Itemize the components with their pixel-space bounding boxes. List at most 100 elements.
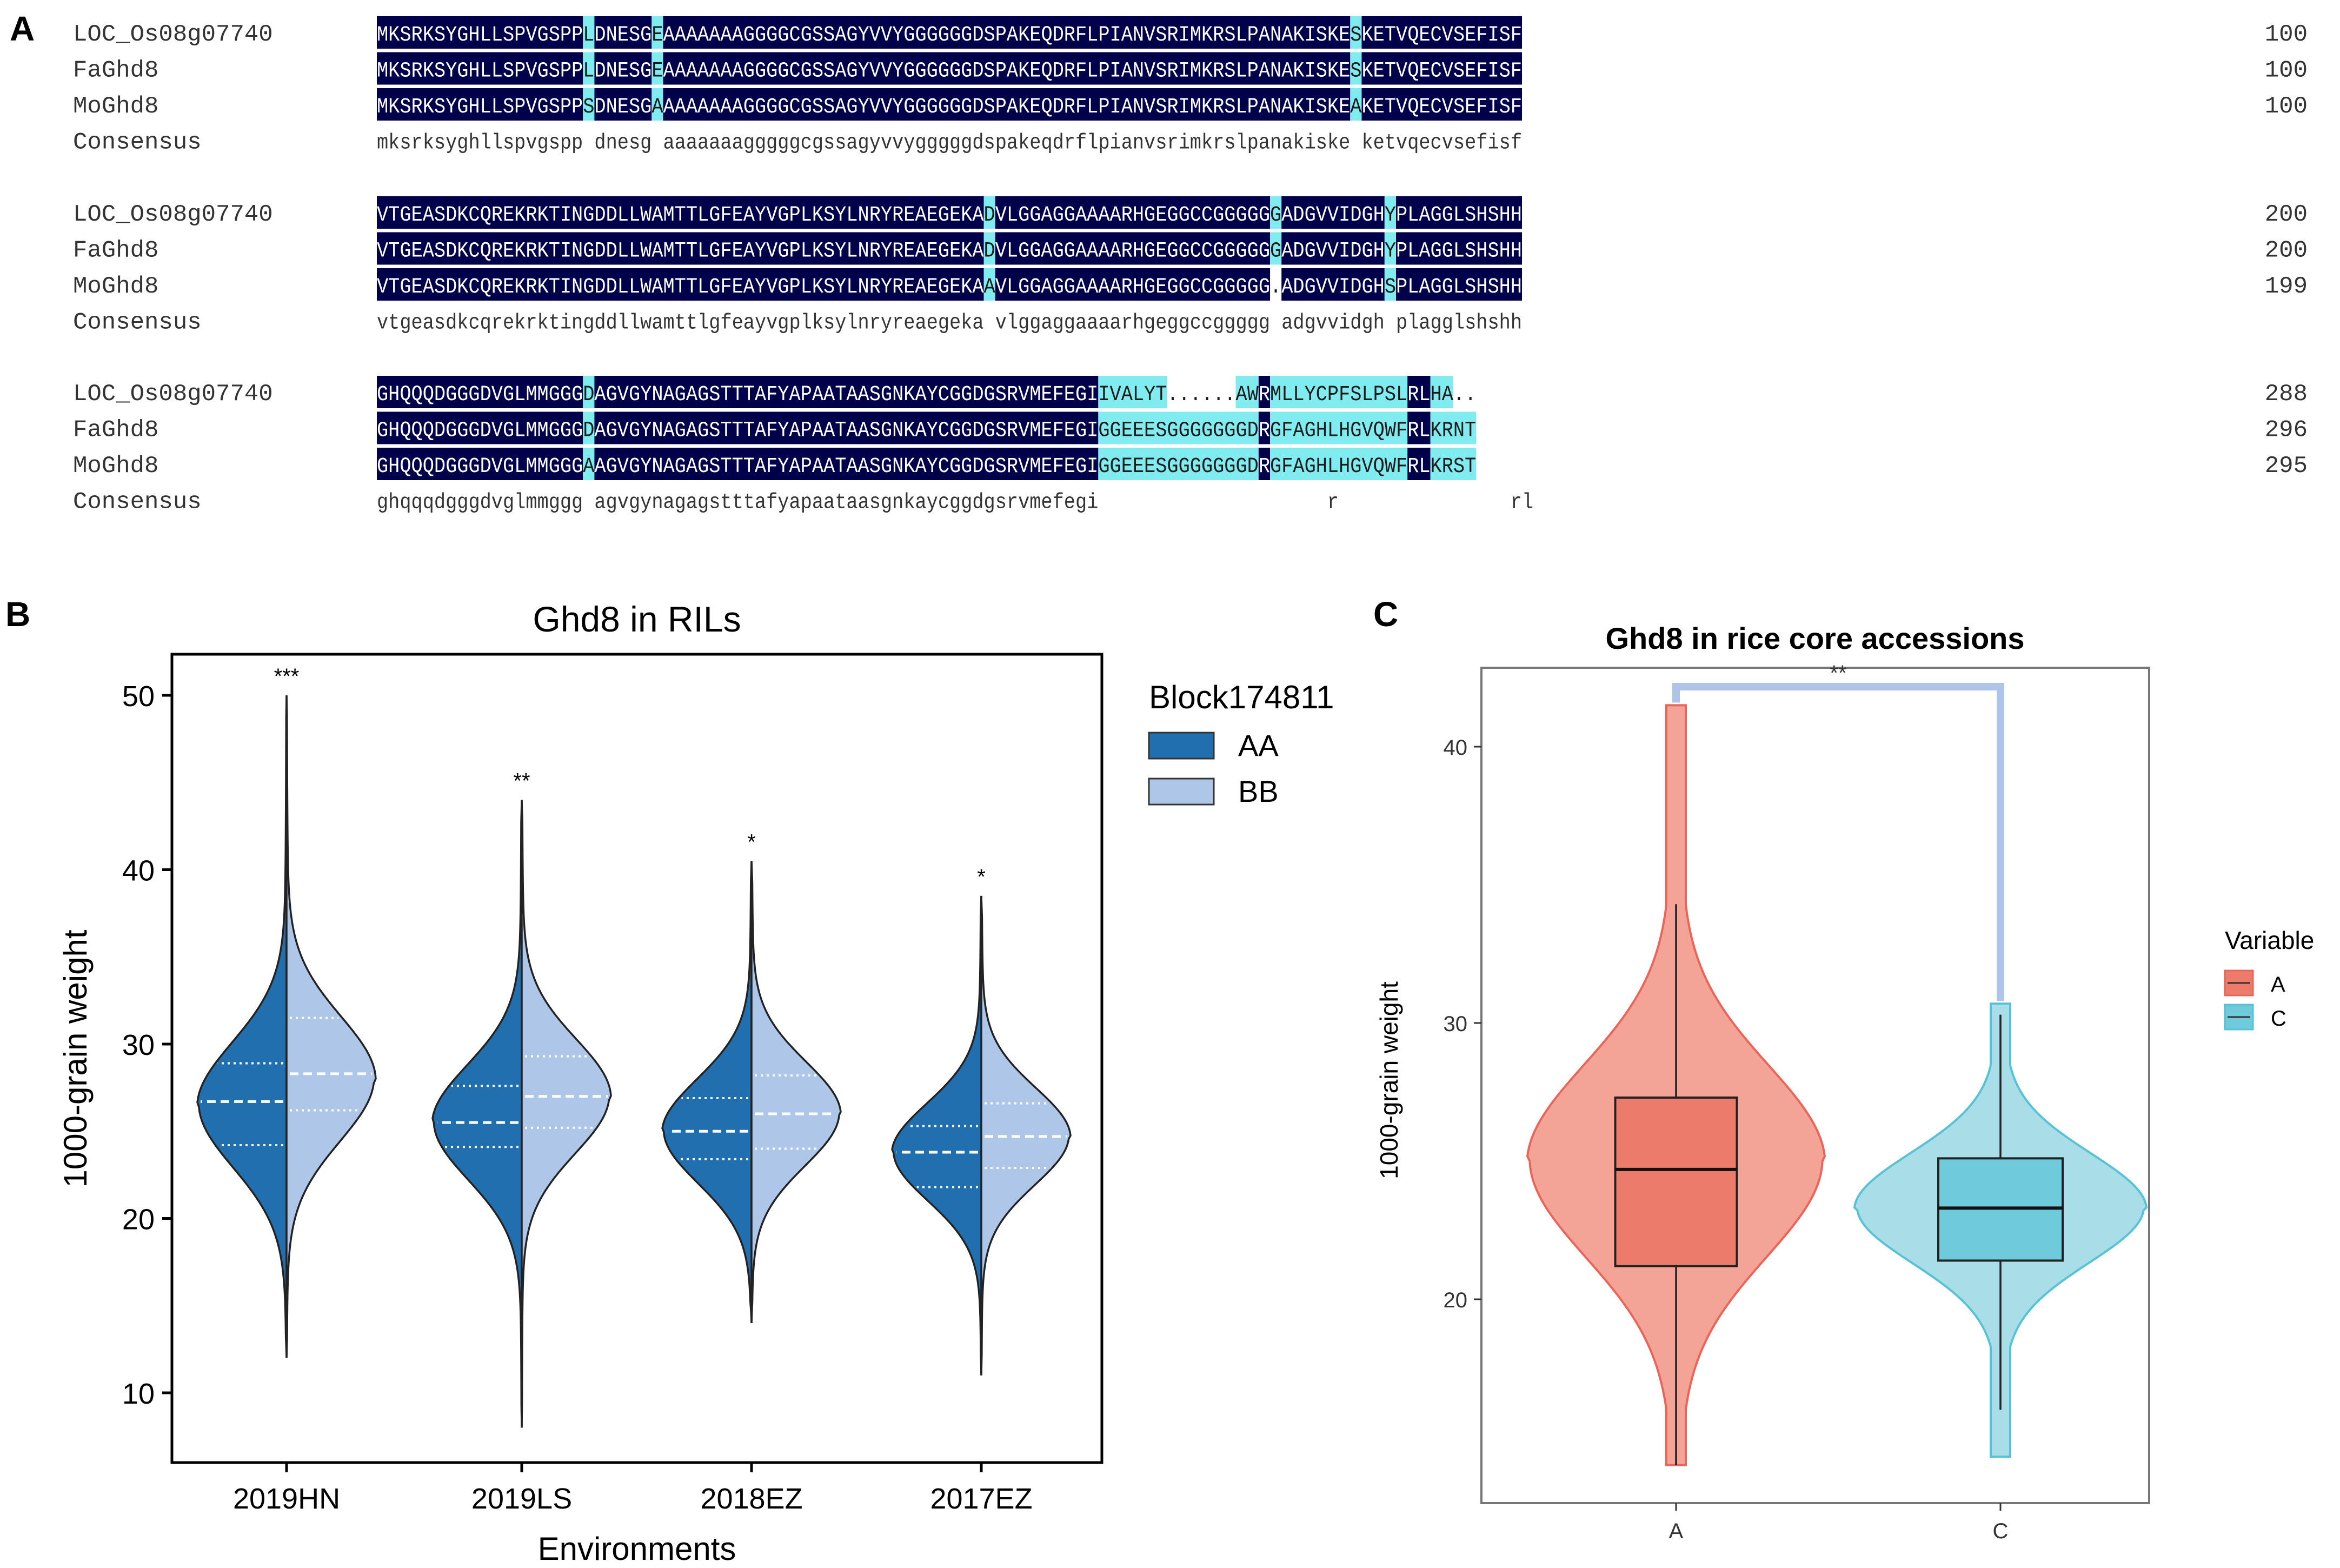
legend-label-c: C [2271, 1007, 2286, 1031]
alignment-shading [1384, 196, 1397, 229]
sequence-text: VTGEASDKCQREKRKTINGDDLLWAMTTLGFEAYVGPLKS… [377, 203, 1522, 228]
alignment-shading [663, 52, 1351, 85]
sequence-count: 295 [2265, 453, 2308, 480]
y-tick-label-b: 20 [122, 1204, 155, 1236]
legend-label-aa: AA [1238, 728, 1279, 762]
sequence-text: VTGEASDKCQREKRKTINGDDLLWAMTTLGFEAYVGPLKS… [377, 240, 1522, 264]
chart-title-b: Ghd8 in RILs [533, 599, 741, 639]
violins-c [1526, 704, 2148, 1466]
alignment-shading [377, 16, 583, 49]
alignment-shading [583, 16, 595, 49]
alignment-shading [594, 16, 652, 49]
alignment-shading [377, 88, 583, 121]
sequence-text: GHQQQDGGGDVGLMMGGGAAGVGYNAGAGSTTTAFYAPAA… [377, 455, 1476, 479]
consensus-label: Consensus [73, 129, 202, 156]
sequence-name: LOC_Os08g07740 [73, 381, 273, 408]
alignment-shading [983, 196, 995, 229]
x-tick-label-b: 2019HN [233, 1483, 340, 1515]
alignment-shading [1258, 376, 1271, 408]
consensus-sequence: mksrksyghllspvgspp dnesg aaaaaaagggggcgs… [377, 131, 1522, 156]
alignment-shading [377, 232, 984, 265]
alignment-shading [1361, 16, 1522, 49]
y-axis-label-c: 1000-grain weight [1375, 981, 1403, 1179]
sequence-name: MoGhd8 [73, 453, 158, 480]
alignment-shading [1350, 16, 1362, 49]
violin-half-bb [521, 800, 612, 1428]
sequence-name: MoGhd8 [73, 273, 158, 300]
violin-half-aa [196, 695, 288, 1358]
alignment-shading [663, 88, 1351, 121]
alignment-shading [1098, 448, 1259, 480]
alignment-shading [377, 376, 583, 408]
alignment-shading [1281, 268, 1385, 301]
y-tick-label-c: 40 [1444, 736, 1468, 760]
panel-letter-b: B [5, 595, 30, 634]
x-tick-label-c: A [1669, 1519, 1684, 1543]
sequence-text: VTGEASDKCQREKRKTINGDDLLWAMTTLGFEAYVGPLKS… [377, 275, 1522, 300]
sequence-text: MKSRKSYGHLLSPVGSPPSDNESGAAAAAAAAGGGGCGSS… [377, 95, 1522, 119]
legend-swatch-aa [1148, 732, 1215, 760]
alignment-shading [1270, 196, 1282, 229]
significance-marker-c: ** [1830, 661, 1846, 685]
x-axis-label-b: Environments [538, 1531, 736, 1567]
legend-b: Block174811 AA BB [1148, 679, 1334, 808]
consensus-sequence: vtgeasdkcqrekrktingddllwamttlgfeayvgplks… [377, 311, 1522, 336]
alignment-shading [1407, 411, 1431, 444]
sequence-text: MKSRKSYGHLLSPVGSPPLDNESGEAAAAAAAGGGGCGSS… [377, 59, 1522, 84]
alignment-shading [1270, 448, 1408, 480]
alignment-shading [1407, 448, 1431, 480]
alignment-shading [1396, 196, 1522, 229]
x-tick-label-c: C [1993, 1519, 2009, 1543]
sequence-count: 200 [2265, 201, 2308, 228]
sequence-count: 100 [2265, 93, 2308, 120]
alignment-shading [377, 268, 984, 301]
sequence-text: MKSRKSYGHLLSPVGSPPLDNESGEAAAAAAAGGGGCGSS… [377, 23, 1522, 48]
violin-half-aa [431, 800, 523, 1428]
legend-label-a: A [2271, 973, 2285, 996]
violin-half-aa [891, 895, 982, 1376]
sequence-text: GHQQQDGGGDVGLMMGGGDAGVGYNAGAGSTTTAFYAPAA… [377, 419, 1476, 443]
alignment-shading [1384, 232, 1397, 265]
alignment-shading [1281, 232, 1385, 265]
consensus-label: Consensus [73, 309, 202, 336]
sequence-count: 199 [2265, 273, 2308, 300]
y-tick-label-b: 40 [122, 855, 155, 887]
plot-frame-b [170, 653, 1103, 1464]
y-tick-label-c: 30 [1444, 1012, 1468, 1036]
significance-bracket-c [1672, 683, 2004, 1001]
sequence-name: LOC_Os08g07740 [73, 201, 273, 228]
alignment-shading [583, 411, 595, 444]
legend-title-c: Variable [2225, 926, 2314, 954]
alignment-shading [652, 52, 663, 85]
y-tick-label-b: 30 [122, 1029, 155, 1061]
sequence-name: MoGhd8 [73, 93, 158, 120]
sequence-count: 100 [2265, 21, 2308, 48]
alignment-shading [663, 16, 1351, 49]
alignment-shading [1270, 232, 1282, 265]
x-tick-label-b: 2017EZ [930, 1483, 1032, 1515]
legend-title-b: Block174811 [1149, 679, 1334, 715]
panel-letter-c: C [1373, 595, 1398, 634]
alignment-shading [1361, 52, 1522, 85]
alignment-shading [1396, 268, 1522, 301]
alignment-shading [995, 196, 1271, 229]
sequence-name: LOC_Os08g07740 [73, 21, 273, 48]
alignment-shading [1350, 88, 1362, 121]
sequence-name: FaGhd8 [73, 237, 158, 264]
alignment-shading [583, 448, 595, 480]
alignment-shading [594, 88, 652, 121]
alignment-shading [594, 411, 1099, 444]
box-a [1614, 1096, 1738, 1267]
alignment-shading [594, 448, 1099, 480]
alignment-shading [1258, 448, 1271, 480]
significance-marker-b: * [977, 865, 986, 889]
consensus-sequence: ghqqqdgggdvglmmggg agvgynagagstttafyapaa… [377, 491, 1533, 515]
alignment-shading [1430, 376, 1453, 408]
panel-letter-a: A [10, 9, 35, 48]
alignment-shading [583, 52, 595, 85]
legend-swatch-bb [1148, 778, 1215, 806]
alignment-shading [1270, 411, 1408, 444]
alignment-shading [377, 448, 583, 480]
